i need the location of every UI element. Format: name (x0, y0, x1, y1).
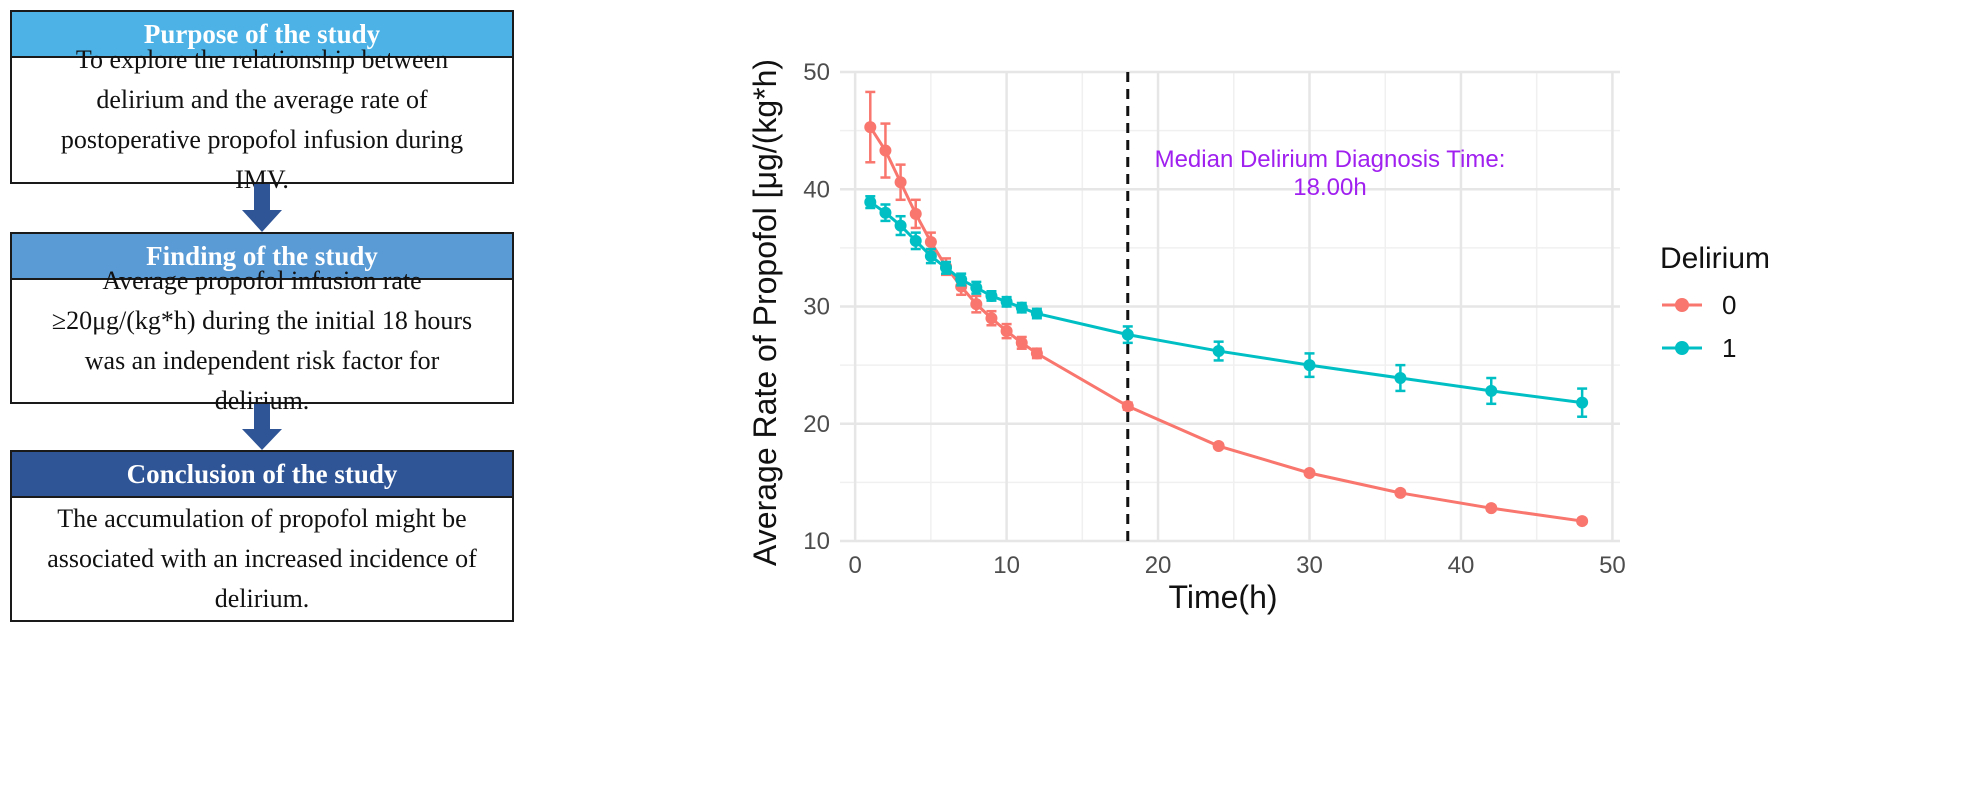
annotation-line1: Median Delirium Diagnosis Time: (1155, 146, 1506, 173)
legend-key-point (1675, 341, 1689, 355)
data-point (985, 289, 998, 302)
data-point (909, 234, 922, 247)
data-point (1303, 359, 1316, 372)
series-layer (864, 90, 1589, 528)
purpose-body-text: To explore the relationship between deli… (60, 45, 464, 194)
y-tick-label: 30 (803, 294, 830, 321)
data-point (879, 206, 892, 219)
data-point (1000, 295, 1013, 308)
data-point (1030, 347, 1043, 360)
data-point (879, 144, 892, 157)
purpose-title: Purpose of the study (10, 10, 514, 58)
data-point (1394, 486, 1407, 499)
data-point (1485, 502, 1498, 515)
x-tick-label: 40 (1448, 552, 1475, 579)
data-point (924, 250, 937, 263)
data-point (970, 281, 983, 294)
data-point (955, 273, 968, 286)
down-arrow-icon (242, 404, 282, 450)
legend-label: 0 (1722, 290, 1736, 320)
purpose-body: To explore the relationship between deli… (10, 45, 514, 194)
axes: 0 10 20 30 40 50 10 20 30 40 50 (803, 60, 1625, 579)
data-point (985, 312, 998, 325)
purpose-title-text: Purpose of the study (143, 18, 381, 49)
legend: Delirium 0 1 (1660, 242, 1770, 363)
data-point (924, 236, 937, 249)
y-tick-label: 20 (803, 411, 830, 438)
legend-label: 1 (1722, 333, 1736, 363)
annotation-line2: 18.00h (1293, 174, 1366, 201)
conclusion-title: Conclusion of the study (10, 450, 514, 498)
data-point (1394, 372, 1407, 385)
data-point (894, 219, 907, 232)
finding-body-text: Average propofol infusion rate ≥20μg/(kg… (51, 266, 473, 415)
legend-title: Delirium (1660, 242, 1770, 275)
data-point (1212, 345, 1225, 358)
data-point (1121, 400, 1134, 413)
conclusion-title-text: Conclusion of the study (126, 458, 398, 489)
data-point (1121, 328, 1134, 341)
x-tick-label: 0 (848, 552, 861, 579)
data-point (1303, 466, 1316, 479)
x-tick-label: 30 (1296, 552, 1323, 579)
y-axis-title: Average Rate of Propofol [μg/(kg*h)] (747, 60, 783, 566)
x-tick-label: 50 (1599, 552, 1626, 579)
conclusion-body-text: The accumulation of propofol might be as… (47, 504, 477, 613)
down-arrow-icon (242, 184, 282, 232)
data-point (1015, 301, 1028, 314)
data-point (1576, 396, 1589, 409)
data-point (909, 207, 922, 220)
data-point (1485, 384, 1498, 397)
grid (840, 70, 1620, 543)
data-point (1015, 336, 1028, 349)
legend-key-point (1675, 298, 1689, 312)
y-tick-label: 10 (803, 528, 830, 555)
data-point (1576, 515, 1589, 528)
y-tick-label: 50 (803, 60, 830, 86)
data-point (940, 261, 953, 274)
conclusion-body: The accumulation of propofol might be as… (10, 498, 514, 622)
data-point (864, 196, 877, 209)
data-point (864, 121, 877, 134)
series-line-0 (869, 126, 1583, 523)
data-point (894, 176, 907, 189)
data-point (1030, 307, 1043, 320)
finding-title-text: Finding of the study (146, 240, 378, 271)
x-axis-title: Time(h) (1168, 579, 1277, 615)
data-point (1000, 325, 1013, 338)
y-tick-label: 40 (803, 176, 830, 203)
finding-title: Finding of the study (10, 232, 514, 280)
finding-body: Average propofol infusion rate ≥20μg/(kg… (10, 266, 514, 415)
x-tick-label: 20 (1145, 552, 1172, 579)
x-tick-label: 10 (993, 552, 1020, 579)
data-point (1212, 440, 1225, 453)
series-1 (864, 195, 1589, 418)
data-point (970, 298, 983, 311)
